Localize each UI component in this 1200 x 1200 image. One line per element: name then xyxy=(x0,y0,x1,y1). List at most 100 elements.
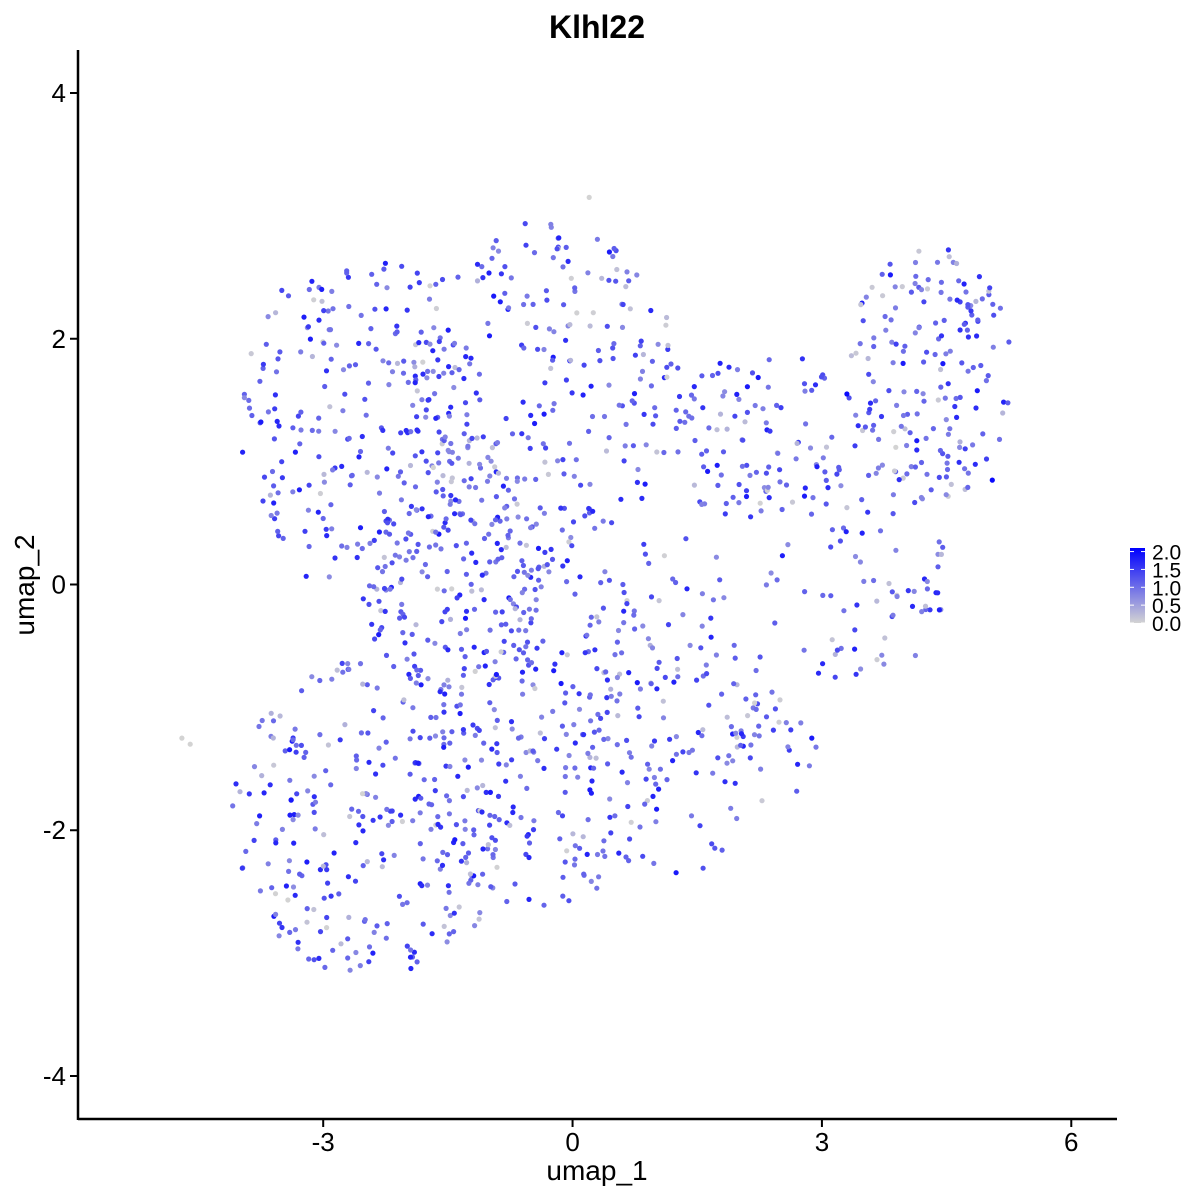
cell-point xyxy=(441,744,447,750)
cell-point xyxy=(601,413,608,420)
cell-point xyxy=(587,754,593,761)
cell-point xyxy=(631,391,638,397)
cell-point xyxy=(464,421,470,427)
cell-point xyxy=(570,684,576,690)
cell-point xyxy=(261,790,267,796)
cell-point xyxy=(505,487,511,493)
cell-point xyxy=(446,413,452,419)
cell-point xyxy=(724,714,730,720)
y-tick-label: 2 xyxy=(52,324,66,354)
cell-point xyxy=(901,389,907,395)
cell-point xyxy=(883,327,889,333)
cell-point xyxy=(632,626,638,632)
cell-point xyxy=(353,765,359,772)
cell-point xyxy=(947,426,953,432)
cell-point xyxy=(813,744,819,750)
cell-point xyxy=(621,458,627,464)
cell-point xyxy=(406,671,412,678)
cell-point xyxy=(464,412,470,418)
cell-point xyxy=(399,818,405,825)
legend-tick-label: 1.5 xyxy=(1152,559,1181,582)
cell-point xyxy=(432,788,438,794)
cell-point xyxy=(466,484,472,490)
cell-point xyxy=(843,529,849,535)
cell-point xyxy=(976,274,983,280)
cell-point xyxy=(405,379,411,385)
cell-point xyxy=(766,357,772,363)
cell-point xyxy=(495,248,502,254)
cell-point xyxy=(260,365,266,371)
cell-point xyxy=(518,814,524,821)
cell-point xyxy=(717,411,724,417)
cell-point xyxy=(418,667,424,673)
cell-point xyxy=(852,627,858,633)
cell-point xyxy=(317,867,323,873)
cell-point xyxy=(938,366,944,373)
cell-point xyxy=(564,848,570,854)
cell-point xyxy=(912,652,919,659)
cell-point xyxy=(268,512,274,519)
cell-point xyxy=(573,457,579,463)
cell-point xyxy=(794,788,800,794)
cell-point xyxy=(852,443,858,449)
cell-point xyxy=(447,763,453,770)
cell-point xyxy=(311,809,317,816)
cell-point xyxy=(461,556,467,562)
cell-point xyxy=(911,588,917,595)
cell-point xyxy=(643,442,649,448)
cell-point xyxy=(590,744,596,750)
cell-point xyxy=(525,572,531,578)
cell-point xyxy=(386,531,393,537)
cell-point xyxy=(719,691,725,697)
cell-point xyxy=(914,447,920,453)
cell-point xyxy=(504,898,510,905)
cell-point xyxy=(404,943,410,949)
cell-point xyxy=(435,821,441,828)
cell-point xyxy=(532,586,538,593)
cell-point xyxy=(551,401,557,407)
cell-point xyxy=(407,675,413,682)
cell-point xyxy=(769,689,775,695)
cell-point xyxy=(392,552,398,558)
cell-point xyxy=(447,912,453,919)
cell-point xyxy=(494,864,500,870)
cell-point xyxy=(425,397,431,403)
cell-point xyxy=(435,814,441,820)
cell-point xyxy=(451,910,457,916)
cell-point xyxy=(710,597,717,603)
cell-point xyxy=(452,511,458,517)
cell-point xyxy=(562,789,568,795)
cell-point xyxy=(709,841,715,847)
cell-point xyxy=(965,334,972,340)
cell-point xyxy=(279,287,285,293)
cell-point xyxy=(945,431,952,437)
cell-point xyxy=(560,874,566,880)
cell-point xyxy=(340,669,346,675)
cell-point xyxy=(969,312,975,318)
cell-point xyxy=(356,822,362,828)
cell-point xyxy=(570,831,576,837)
cell-point xyxy=(699,451,705,457)
cell-point xyxy=(568,534,574,541)
cell-point xyxy=(544,562,550,568)
cell-point xyxy=(412,373,418,379)
cell-point xyxy=(944,460,950,466)
cell-point xyxy=(476,727,482,734)
cell-point xyxy=(485,842,491,848)
cell-point xyxy=(803,421,809,427)
cell-point xyxy=(463,571,469,577)
cell-point xyxy=(540,638,546,644)
cell-point xyxy=(460,794,466,800)
cell-point xyxy=(577,845,583,851)
cell-point xyxy=(406,549,412,555)
cell-point xyxy=(863,294,869,300)
cell-point xyxy=(498,547,504,553)
cell-point xyxy=(588,614,594,620)
cell-point xyxy=(622,443,628,449)
cell-point xyxy=(957,444,963,450)
cell-point xyxy=(664,314,670,321)
cell-point xyxy=(858,302,864,308)
cell-point xyxy=(469,588,475,594)
cell-point xyxy=(524,833,530,839)
cell-point xyxy=(965,484,971,490)
